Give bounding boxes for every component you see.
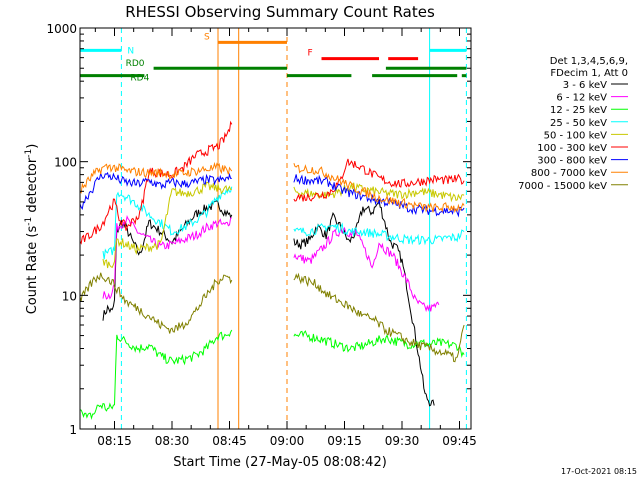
legend-label: 12 - 25 keV [550, 105, 607, 116]
series-line [102, 200, 233, 321]
series-line [80, 272, 233, 334]
state-bars [80, 40, 467, 78]
legend-label: 100 - 300 keV [537, 143, 607, 154]
y-tick-label: 100 [54, 156, 77, 170]
state-bar-label: N [127, 46, 134, 56]
state-bar-label: F [308, 49, 313, 59]
y-tick-label: 1000 [46, 22, 77, 36]
state-bar-label: RD4 [130, 74, 149, 84]
x-tick-label: 08:15 [97, 434, 132, 448]
legend-header: FDecim 1, Att 0 [550, 68, 628, 79]
legend-label: 25 - 50 keV [550, 118, 607, 129]
x-tick-label: 09:00 [270, 434, 305, 448]
series-line [293, 272, 465, 363]
series-line [80, 171, 232, 211]
y-tick-label: 10 [62, 289, 77, 303]
x-tick-label: 09:30 [385, 434, 420, 448]
series-line [293, 163, 465, 213]
axes: 08:15 08:30 08:45 09:00 09:15 09:30 09:45 1 10 10… [46, 22, 476, 448]
series-line [102, 181, 232, 269]
legend-header: Det 1,3,4,5,6,9, [550, 56, 628, 67]
series-line [80, 329, 233, 421]
series-line [293, 226, 440, 313]
event-marker-lines [120, 28, 467, 429]
state-bar-label: S [204, 32, 210, 42]
series-line [102, 215, 232, 300]
legend-label: 7000 - 15000 keV [518, 181, 607, 192]
series-line [293, 330, 465, 358]
legend-label: 6 - 12 keV [556, 93, 607, 104]
legend-label: 50 - 100 keV [544, 130, 608, 141]
plot-frame [79, 27, 472, 430]
series-line [293, 174, 465, 218]
state-bar-label: RD0 [126, 59, 145, 69]
series-line [293, 158, 465, 202]
legend-label: 800 - 7000 keV [531, 168, 607, 179]
data-series [80, 120, 465, 421]
x-tick-label: 08:45 [212, 434, 247, 448]
series-line [80, 161, 233, 194]
series-line [293, 222, 465, 246]
series-line [80, 120, 233, 245]
series-line [102, 186, 233, 260]
timestamp: 17-Oct-2021 08:15 [561, 467, 637, 476]
legend: Det 1,3,4,5,6,9,FDecim 1, Att 03 - 6 keV… [518, 56, 628, 192]
chart-title: RHESSI Observing Summary Count Rates [125, 3, 435, 21]
x-tick-label: 09:45 [442, 434, 477, 448]
y-axis-label: Count Rate (s-1 detector-1) [24, 144, 40, 315]
legend-label: 3 - 6 keV [563, 80, 607, 91]
x-tick-label: 08:30 [155, 434, 190, 448]
x-tick-label: 09:15 [327, 434, 362, 448]
y-tick-label: 1 [69, 423, 77, 437]
legend-label: 300 - 800 keV [537, 156, 607, 167]
x-axis-label: Start Time (27-May-05 08:08:42) [173, 455, 387, 470]
